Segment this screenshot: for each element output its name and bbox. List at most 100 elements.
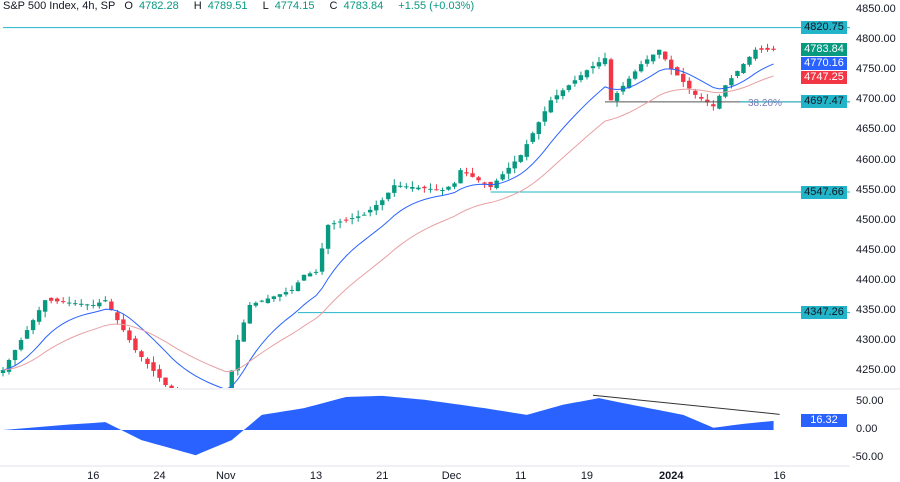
candle-body <box>349 218 355 220</box>
candle-body <box>235 339 240 371</box>
candle-body <box>193 393 197 396</box>
candle-body <box>693 90 698 95</box>
candle-body <box>729 78 734 86</box>
candle-body <box>205 396 209 398</box>
candle-body <box>614 93 620 102</box>
price-axis-tick: 4350.00 <box>856 304 896 316</box>
time-axis-tick: 21 <box>376 470 389 482</box>
fib-label: 38.20% <box>748 98 782 109</box>
candle-body <box>97 302 102 307</box>
candle-body <box>218 398 222 400</box>
candle-body <box>644 59 650 64</box>
time-axis-tick: 16 <box>87 470 100 482</box>
open-value: 4782.28 <box>138 0 179 12</box>
price-tag: 4820.75 <box>801 21 847 35</box>
price-tag: 4783.84 <box>801 43 847 57</box>
candle-body <box>151 362 156 371</box>
price-tag: 4347.26 <box>801 306 847 320</box>
candle-body <box>283 292 289 295</box>
low-value: 4774.15 <box>274 0 315 12</box>
candle-body <box>368 209 373 213</box>
candle-body <box>765 47 770 50</box>
candle-body <box>301 274 307 281</box>
candle-body <box>458 170 463 184</box>
candle-body <box>91 304 96 306</box>
candle-body <box>687 80 692 89</box>
price-axis-tick: 4500.00 <box>856 213 896 226</box>
oscillator-axis-tick: 50.00 <box>856 395 884 407</box>
candle-body <box>127 330 132 341</box>
price-tag: 4747.25 <box>801 71 847 85</box>
symbol-legend: S&P 500 Index, 4h, SP O 4782.28 H 4789.51 … <box>3 0 475 12</box>
candle-body <box>602 58 608 65</box>
candle-body <box>36 310 42 322</box>
candle-body <box>54 298 60 302</box>
price-axis-tick: 4750.00 <box>856 63 896 76</box>
price-axis-tick: 4400.00 <box>856 273 896 286</box>
candle-body <box>404 186 409 188</box>
candle-body <box>759 48 764 50</box>
candle-body <box>741 63 746 74</box>
candle-body <box>224 401 228 402</box>
candle-body <box>325 224 331 249</box>
oscillator-axis-tick: 0.00 <box>856 423 878 435</box>
candle-body <box>307 273 313 277</box>
candle-body <box>416 187 421 190</box>
candle-body <box>386 192 391 200</box>
price-axis-tick: 4800.00 <box>856 33 896 46</box>
candle-body <box>259 300 265 302</box>
candle-body <box>548 100 554 113</box>
candle-body <box>12 350 18 360</box>
candle-body <box>464 172 469 174</box>
candle-body <box>24 330 30 339</box>
time-axis-tick: 11 <box>515 470 527 482</box>
price-axis-tick: 4300.00 <box>856 334 896 347</box>
candle-body <box>434 189 439 191</box>
candle-body <box>560 90 566 97</box>
oscillator-area <box>3 395 774 456</box>
price-axis-tick: 4450.00 <box>856 243 896 256</box>
candle-body <box>572 80 578 84</box>
candle-body <box>705 99 710 103</box>
candle-body <box>331 223 337 225</box>
candle-body <box>398 185 403 187</box>
candle-body <box>313 271 319 273</box>
candle-body <box>277 294 283 297</box>
candle-body <box>771 48 776 50</box>
candle-body <box>392 185 397 193</box>
divergence-line <box>592 394 780 415</box>
price-axis-tick: 4600.00 <box>856 153 896 166</box>
candle-body <box>343 219 349 221</box>
candle-body <box>181 391 185 394</box>
time-axis-tick: 24 <box>153 470 166 482</box>
candle-body <box>199 396 203 397</box>
candles <box>0 43 776 402</box>
candle-body <box>139 351 144 358</box>
candle-body <box>67 302 72 304</box>
candle-body <box>632 71 638 79</box>
candle-body <box>30 320 36 331</box>
candle-body <box>61 301 66 303</box>
candle-body <box>452 183 457 187</box>
candle-body <box>650 54 656 62</box>
candle-body <box>73 303 78 305</box>
candle-body <box>524 144 529 157</box>
candle-body <box>109 301 114 311</box>
candle-body <box>747 56 752 65</box>
candle-body <box>723 85 728 97</box>
candle-body <box>699 96 704 99</box>
candle-body <box>271 296 277 299</box>
candle-body <box>319 248 325 272</box>
candle-body <box>608 59 614 101</box>
candle-body <box>428 188 433 190</box>
candle-body <box>85 304 90 306</box>
candle-body <box>482 182 487 184</box>
change-value: +1.55 (+0.03%) <box>398 0 475 12</box>
candle-body <box>229 370 234 388</box>
candle-body <box>355 216 361 218</box>
candle-body <box>169 385 174 388</box>
price-tag: 4770.16 <box>801 57 847 71</box>
candle-body <box>0 369 6 374</box>
candle-body <box>48 297 54 301</box>
